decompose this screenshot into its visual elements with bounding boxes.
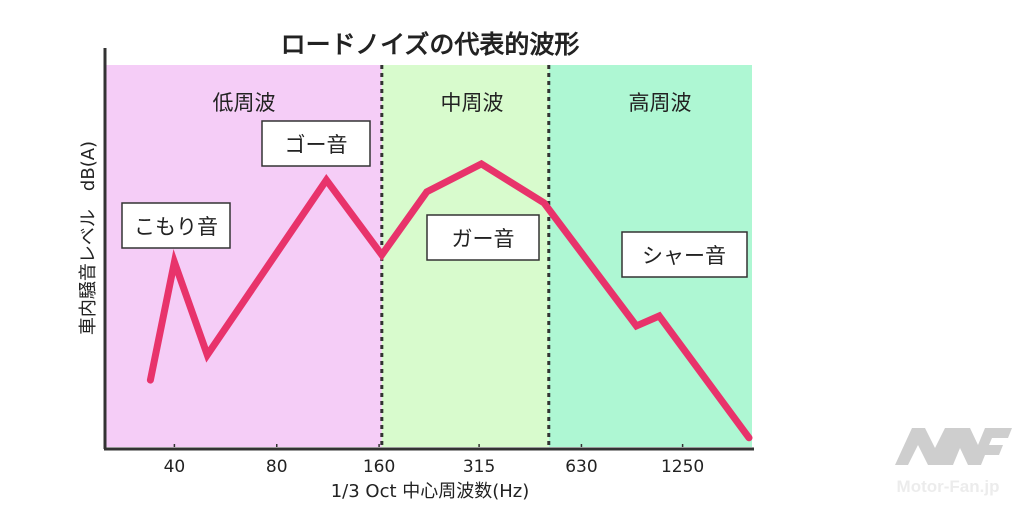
band-label-mid: 中周波 xyxy=(441,91,504,115)
motor-fan-logo: Motor-Fan.jp xyxy=(895,428,1012,496)
x-tick-label: 1250 xyxy=(661,457,704,477)
annotation-sha: シャー音 xyxy=(621,231,748,278)
x-axis-label: 1/3 Oct 中心周波数(Hz) xyxy=(331,481,530,502)
annotation-go: ゴー音 xyxy=(261,120,371,167)
y-axis-label: 車内騒音レベル dB(A) xyxy=(78,141,99,335)
x-tick-label: 160 xyxy=(363,457,395,477)
annotation-ga: ガー音 xyxy=(426,214,540,261)
x-tick-label: 80 xyxy=(266,457,288,477)
x-tick-label: 40 xyxy=(164,457,186,477)
band-label-low: 低周波 xyxy=(213,91,276,115)
annotation-komori: こもり音 xyxy=(121,202,231,249)
annotation-label: こもり音 xyxy=(134,215,218,239)
x-tick-label: 315 xyxy=(463,457,495,477)
watermark-text: Motor-Fan.jp xyxy=(897,477,1000,496)
annotation-label: ゴー音 xyxy=(285,133,348,157)
annotation-label: ガー音 xyxy=(452,227,515,251)
chart-title: ロードノイズの代表的波形 xyxy=(281,30,580,59)
annotation-label: シャー音 xyxy=(642,244,726,268)
x-tick-label: 630 xyxy=(565,457,597,477)
band-label-high: 高周波 xyxy=(629,91,692,115)
